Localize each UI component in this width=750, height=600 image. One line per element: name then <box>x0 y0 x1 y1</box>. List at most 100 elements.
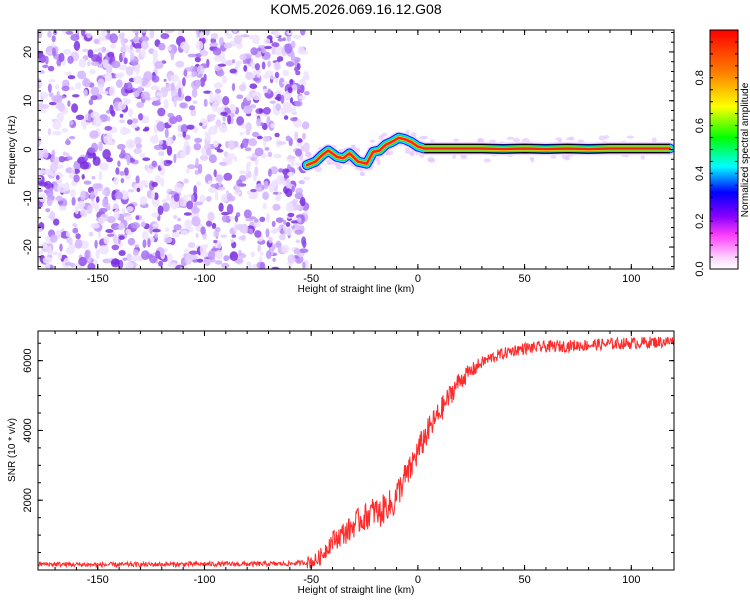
noise-blob <box>275 240 282 249</box>
noise-blob <box>223 172 233 181</box>
noise-blob <box>120 149 126 159</box>
noise-blob <box>262 135 271 142</box>
noise-blob <box>246 161 252 167</box>
noise-blob <box>144 184 149 188</box>
noise-blob <box>43 149 49 159</box>
noise-blob <box>220 234 227 238</box>
noise-blob <box>87 205 93 214</box>
noise-blob <box>74 238 83 249</box>
noise-blob <box>273 153 282 159</box>
noise-blob <box>222 96 230 106</box>
noise-blob <box>141 80 147 87</box>
noise-blob <box>152 49 159 60</box>
noise-blob <box>72 94 80 98</box>
noise-blob <box>66 231 70 238</box>
noise-blob <box>144 126 150 131</box>
noise-blob <box>94 239 98 249</box>
noise-blob <box>239 223 243 233</box>
noise-blob <box>136 187 141 193</box>
spectrogram-x-tick-label: -100 <box>193 273 215 285</box>
noise-blob <box>39 70 45 74</box>
noise-blob <box>99 244 109 255</box>
noise-blob <box>225 59 234 66</box>
colorbar: 0.0 0.2 0.4 0.6 0.8 Normalized spectral ampl… <box>694 29 750 277</box>
noise-blob <box>135 215 140 220</box>
noise-blob <box>195 40 204 51</box>
noise-blob <box>109 86 116 97</box>
noise-blob <box>216 149 224 153</box>
noise-blob <box>88 232 94 237</box>
noise-blob <box>150 96 159 101</box>
noise-blob <box>210 33 219 40</box>
noise-blob <box>189 250 199 255</box>
noise-blob <box>139 35 150 42</box>
noise-blob <box>248 263 252 269</box>
noise-blob <box>282 81 291 85</box>
noise-blob <box>279 230 285 235</box>
noise-blob <box>183 69 188 77</box>
noise-blob <box>273 45 284 56</box>
noise-blob <box>238 84 247 92</box>
noise-blob <box>270 166 278 175</box>
noise-blob <box>39 81 43 87</box>
noise-blob <box>262 88 268 94</box>
noise-blob <box>177 217 182 222</box>
noise-blob <box>67 75 76 80</box>
noise-blob <box>205 196 213 202</box>
signal-halo <box>506 136 515 140</box>
noise-blob <box>120 177 125 184</box>
signal-halo <box>369 139 376 143</box>
noise-blob <box>140 30 148 33</box>
noise-blob <box>236 94 244 99</box>
noise-blob <box>119 119 125 124</box>
noise-blob <box>240 34 250 38</box>
noise-blob <box>114 191 124 200</box>
noise-blob <box>151 228 161 233</box>
snr-y-tick-label: 2000 <box>22 488 34 512</box>
noise-blob <box>118 222 125 231</box>
noise-blob <box>86 32 92 39</box>
noise-blob <box>287 155 296 160</box>
noise-blob <box>70 33 80 42</box>
noise-blob <box>294 100 303 107</box>
figure-title: KOM5.2026.069.16.12.G08 <box>270 1 441 17</box>
noise-blob <box>135 48 141 54</box>
noise-blob <box>279 77 285 88</box>
noise-blob <box>257 47 262 52</box>
noise-blob <box>277 141 286 145</box>
noise-blob <box>99 207 108 213</box>
noise-blob <box>151 160 157 167</box>
noise-blob <box>64 71 72 76</box>
noise-blob <box>248 195 258 199</box>
noise-blob <box>172 229 177 233</box>
noise-blob <box>231 59 236 64</box>
noise-blob <box>82 122 87 130</box>
noise-blob <box>167 46 172 51</box>
snr-frame <box>37 330 675 571</box>
noise-blob <box>233 223 238 232</box>
noise-blob <box>252 77 260 82</box>
noise-blob <box>304 210 309 215</box>
noise-blob <box>271 183 277 187</box>
noise-blob <box>213 124 219 130</box>
noise-blob <box>229 68 237 74</box>
spectrogram-x-ticks: -150 -100 -50 0 50 100 <box>54 30 675 285</box>
noise-blob <box>171 82 175 91</box>
noise-blob <box>215 88 221 94</box>
noise-blob <box>130 123 138 129</box>
noise-blob <box>111 190 117 201</box>
signal-edge-lower <box>424 151 670 154</box>
noise-blob <box>294 229 303 235</box>
noise-blob <box>282 37 286 42</box>
noise-blob <box>88 147 96 154</box>
noise-blob <box>303 70 309 79</box>
noise-blob <box>162 202 170 213</box>
noise-blob <box>166 193 171 202</box>
noise-blob <box>299 84 305 94</box>
noise-blob <box>147 238 151 248</box>
noise-blob <box>179 266 190 269</box>
noise-blob <box>38 227 43 233</box>
noise-blob <box>90 191 95 202</box>
noise-blob <box>250 61 256 70</box>
noise-blob <box>93 117 102 127</box>
